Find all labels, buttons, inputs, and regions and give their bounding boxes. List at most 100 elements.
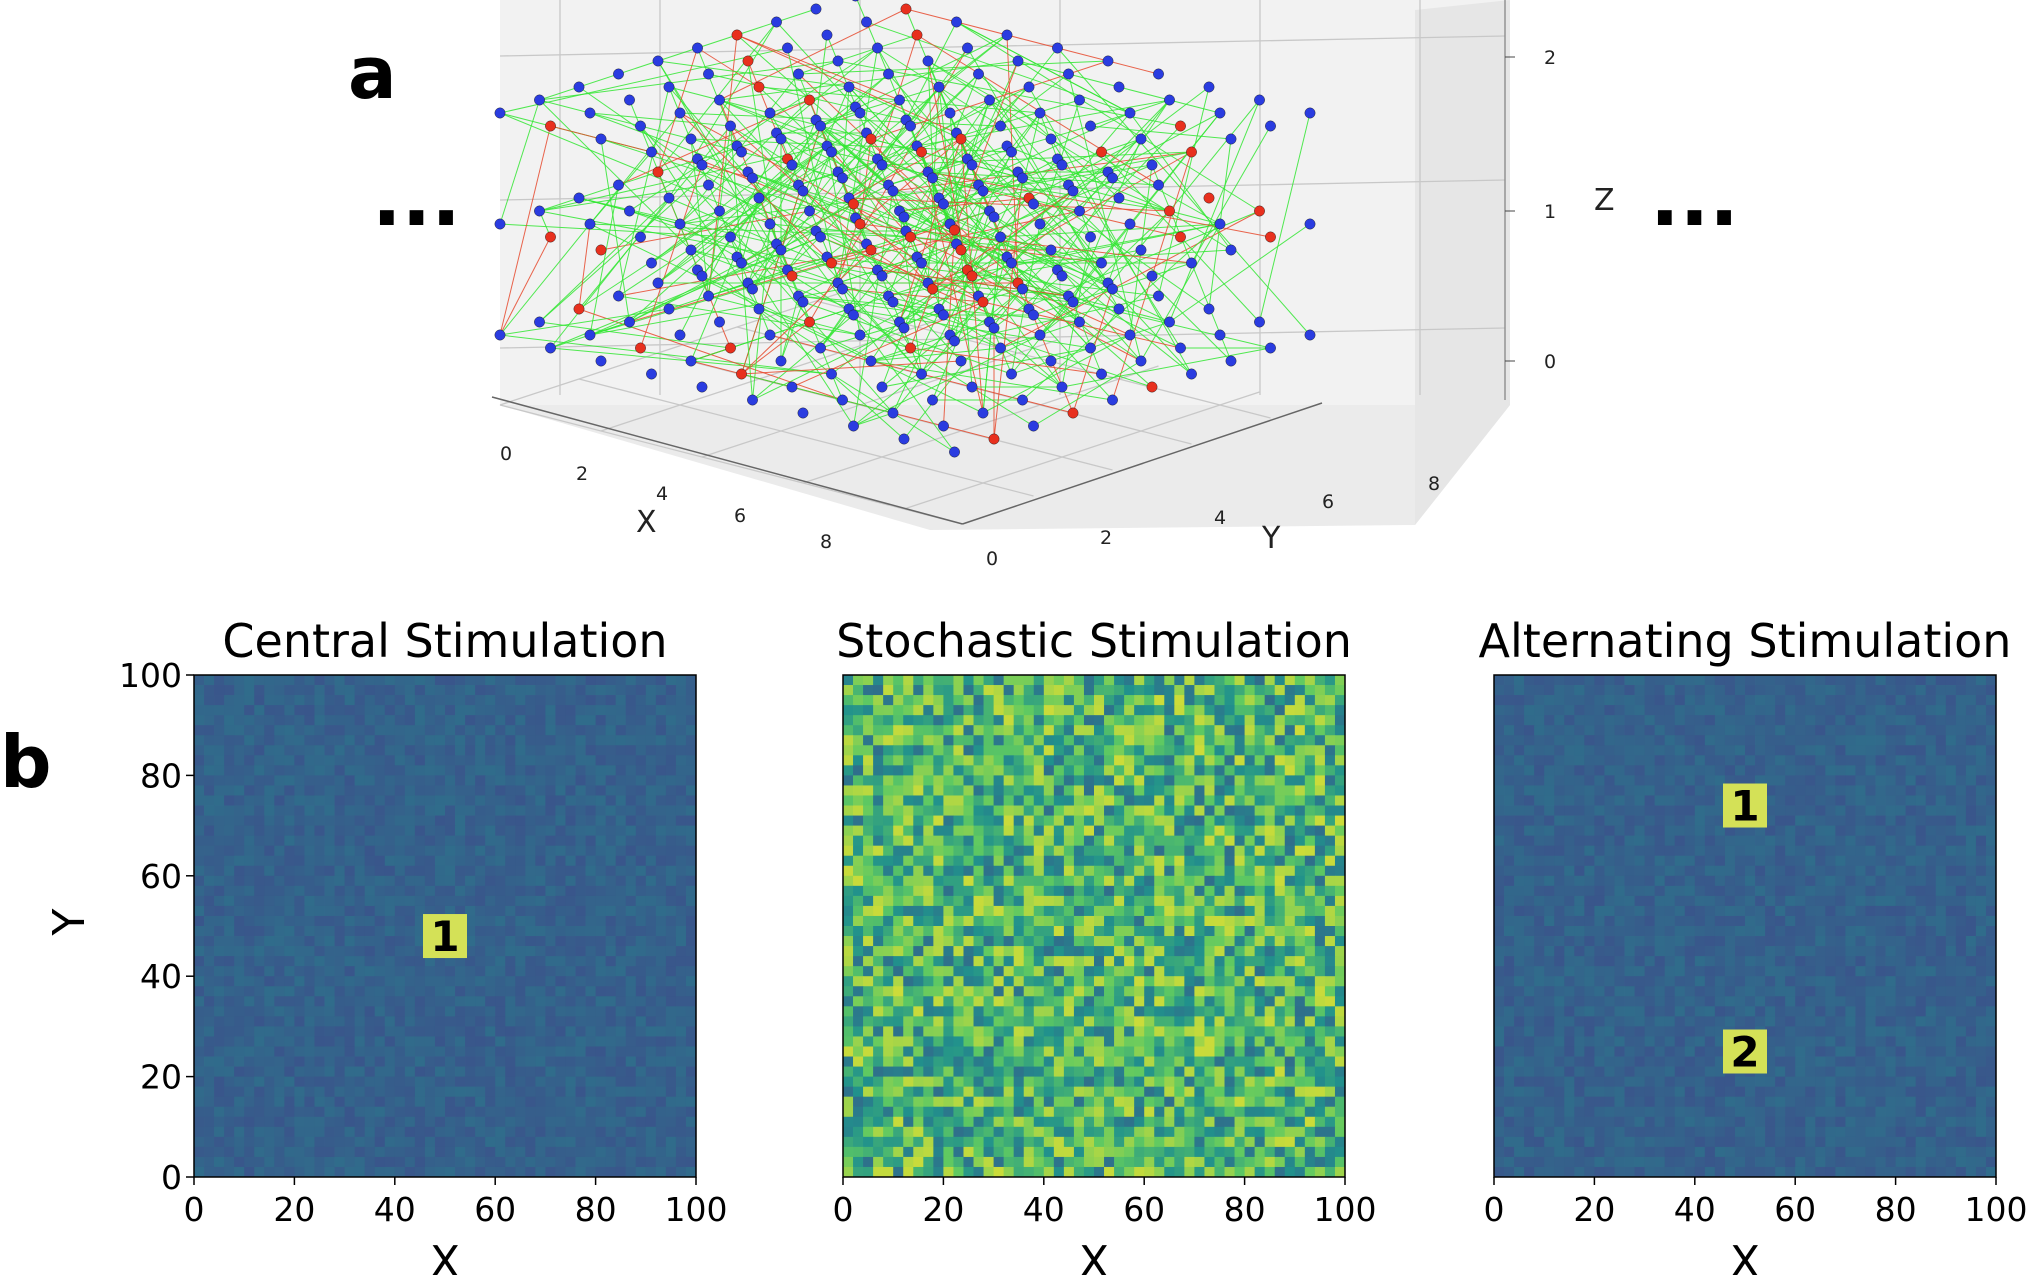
heatmap-cell [943,775,954,786]
heatmap-cell [264,825,275,837]
heatmap-cell [495,1146,506,1158]
heatmap-cell [414,966,426,977]
heatmap-cell [525,795,536,806]
heatmap-cell [364,725,376,736]
heatmap-cell [1094,986,1105,997]
heatmap-cell [1174,805,1185,816]
heatmap-cell [424,996,436,1007]
heatmap-cell [1023,755,1035,766]
heatmap-cell [214,685,225,696]
heatmap-cell [1244,885,1256,897]
heatmap-cell [1184,895,1195,907]
heatmap-cell [585,825,596,837]
heatmap-cell [314,1046,325,1057]
heatmap-cell [1264,986,1276,997]
heatmap-cell [264,966,275,977]
heatmap-cell [883,705,894,716]
heatmap-cell [903,895,914,907]
heatmap-cell [1224,936,1235,947]
excitatory-node [1304,218,1316,230]
heatmap-cell [414,1146,426,1158]
heatmap-cell [204,685,215,696]
heatmap-cell [1053,936,1065,947]
heatmap-cell [394,1096,406,1108]
heatmap-cell [475,915,486,927]
heatmap-cell [324,905,335,917]
heatmap-cell [1304,885,1316,897]
heatmap-cell [505,755,516,766]
heatmap-cell [545,815,556,826]
heatmap-cell [505,785,516,796]
heatmap-cell [274,946,285,957]
heatmap-cell [993,725,1005,736]
heatmap-cell [1033,855,1045,867]
heatmap-cell [234,1026,245,1037]
heatmap-cell [324,795,335,806]
heatmap-cell [1194,735,1205,746]
heatmap-cell [1164,685,1175,696]
heatmap-cell [645,815,657,826]
heatmap-cell [495,675,506,686]
heatmap-cell [853,735,864,746]
heatmap-cell [605,905,617,917]
heatmap-cell [264,976,275,987]
heatmap-cell [943,845,954,857]
heatmap-cell [495,715,506,726]
inhibitory-node [545,231,556,243]
heatmap-cell [384,1116,396,1128]
heatmap-cell [685,725,697,736]
heatmap-cell [545,1116,556,1128]
heatmap-cell [264,1086,275,1098]
heatmap-cell [595,1056,607,1067]
heatmap-cell [1304,895,1316,907]
heatmap-cell [1023,745,1035,756]
heatmap-cell [1284,675,1296,686]
heatmap-cell [274,1136,285,1148]
heatmap-cell [334,855,345,867]
heatmap-cell [1003,695,1015,706]
excitatory-edge [967,158,1019,173]
heatmap-cell [1304,695,1316,706]
heatmap-cell [565,966,576,977]
heatmap-cell [1023,895,1035,907]
heatmap-cell [1254,986,1266,997]
heatmap-cell [615,835,627,847]
heatmap-cell [635,885,647,897]
heatmap-cell [1314,685,1326,696]
heatmap-cell [445,1036,456,1047]
heatmap-cell [475,905,486,917]
inhibitory-edge [499,236,551,336]
heatmap-cell [234,695,245,706]
heatmap-cell [374,1026,386,1037]
heatmap-cell [194,735,205,746]
heatmap-cell [1324,976,1336,987]
heatmap-cell [555,855,566,867]
heatmap-cell [1033,765,1045,776]
heatmap-cell [585,705,596,716]
heatmap-cell [1194,835,1205,847]
heatmap-cell [274,1046,285,1057]
heatmap-cell [1104,946,1115,957]
heatmap-cell [953,936,964,947]
excitatory-node [573,192,585,204]
heatmap-cell [364,675,376,686]
heatmap-cell [234,675,245,686]
heatmap-cell [254,1076,265,1088]
heatmap-cell [655,1056,667,1067]
heatmap-cell [585,755,596,766]
heatmap-cell [1304,845,1316,857]
heatmap-cell [465,1156,476,1168]
heatmap-cell [374,1136,386,1148]
stimulation-marker-box [423,914,467,959]
heatmap-cell [1094,915,1105,927]
heatmap-cell [665,805,677,816]
heatmap-cell [655,765,667,776]
heatmap-cell [324,926,335,937]
heatmap-cell [555,1096,566,1108]
heatmap-cell [485,855,496,867]
heatmap-cell [304,1106,315,1118]
excitatory-edge [989,99,1074,192]
excitatory-edge [982,164,1153,192]
heatmap-cell [324,1086,335,1098]
excitatory-edge [787,47,839,284]
